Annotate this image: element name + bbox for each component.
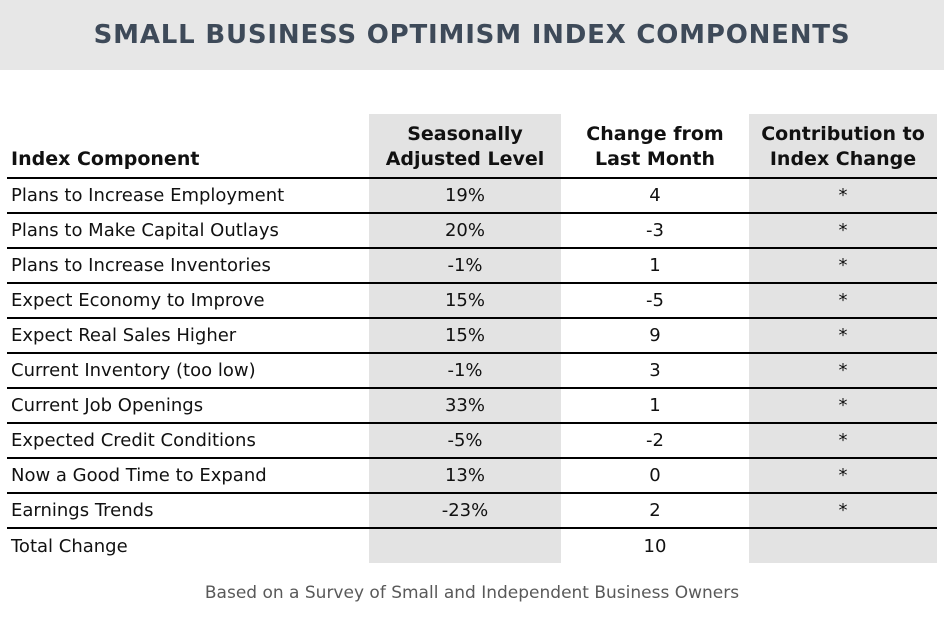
level-cell: -5%	[369, 423, 561, 460]
header-index-component: Index Component	[7, 114, 369, 180]
component-cell: Now a Good Time to Expand	[7, 458, 369, 495]
change-cell: 4	[561, 178, 749, 215]
component-cell: Plans to Increase Inventories	[7, 248, 369, 285]
contribution-cell: *	[749, 423, 937, 460]
header-contribution-to-index-change: Contribution to Index Change	[749, 114, 937, 180]
table-row: Expected Credit Conditions -5% -2 *	[7, 423, 937, 460]
components-table: Index Component Seasonally Adjusted Leve…	[7, 114, 937, 564]
change-cell: -5	[561, 283, 749, 320]
table-row: Current Job Openings 33% 1 *	[7, 388, 937, 425]
contribution-cell: *	[749, 318, 937, 355]
contribution-cell: *	[749, 248, 937, 285]
level-cell: -1%	[369, 353, 561, 390]
change-cell: 2	[561, 493, 749, 530]
component-cell: Current Inventory (too low)	[7, 353, 369, 390]
change-cell: 3	[561, 353, 749, 390]
component-cell: Expected Credit Conditions	[7, 423, 369, 460]
change-cell: -3	[561, 213, 749, 250]
component-cell: Plans to Increase Employment	[7, 178, 369, 215]
table-row: Plans to Increase Inventories -1% 1 *	[7, 248, 937, 285]
change-cell: 9	[561, 318, 749, 355]
page-title: SMALL BUSINESS OPTIMISM INDEX COMPONENTS	[93, 20, 851, 50]
level-cell: -23%	[369, 493, 561, 530]
table-row: Expect Real Sales Higher 15% 9 *	[7, 318, 937, 355]
contribution-cell: *	[749, 353, 937, 390]
table-row: Plans to Make Capital Outlays 20% -3 *	[7, 213, 937, 250]
header-change-from-last-month: Change from Last Month	[561, 114, 749, 180]
contribution-cell: *	[749, 458, 937, 495]
component-cell: Current Job Openings	[7, 388, 369, 425]
table-row: Plans to Increase Employment 19% 4 *	[7, 178, 937, 215]
change-cell: 0	[561, 458, 749, 495]
header-seasonally-adjusted-level: Seasonally Adjusted Level	[369, 114, 561, 180]
change-cell: 1	[561, 248, 749, 285]
total-row: Total Change 10	[7, 528, 937, 564]
level-cell: 15%	[369, 283, 561, 320]
level-cell: 19%	[369, 178, 561, 215]
level-cell: 33%	[369, 388, 561, 425]
level-cell: 15%	[369, 318, 561, 355]
table-body: Plans to Increase Employment 19% 4 * Plans t…	[7, 178, 937, 564]
component-cell: Plans to Make Capital Outlays	[7, 213, 369, 250]
level-cell	[369, 528, 561, 564]
component-cell: Expect Real Sales Higher	[7, 318, 369, 355]
footer: Based on a Survey of Small and Independe…	[0, 583, 944, 603]
source-note: Based on a Survey of Small and Independe…	[204, 583, 740, 604]
table-row: Expect Economy to Improve 15% -5 *	[7, 283, 937, 320]
component-cell: Earnings Trends	[7, 493, 369, 530]
header-row: Index Component Seasonally Adjusted Leve…	[7, 114, 937, 180]
title-bar: SMALL BUSINESS OPTIMISM INDEX COMPONENTS	[0, 0, 944, 70]
component-cell: Total Change	[11, 535, 128, 557]
table-area: Index Component Seasonally Adjusted Leve…	[0, 70, 944, 564]
contribution-cell	[749, 528, 937, 564]
level-cell: 13%	[369, 458, 561, 495]
contribution-cell: *	[749, 493, 937, 530]
contribution-cell: *	[749, 388, 937, 425]
contribution-cell: *	[749, 283, 937, 320]
change-cell: -2	[561, 423, 749, 460]
table-row: Earnings Trends -23% 2 *	[7, 493, 937, 530]
table-row: Now a Good Time to Expand 13% 0 *	[7, 458, 937, 495]
contribution-cell: *	[749, 213, 937, 250]
change-cell: 10	[643, 535, 667, 557]
contribution-cell: *	[749, 178, 937, 215]
change-cell: 1	[561, 388, 749, 425]
table-row: Current Inventory (too low) -1% 3 *	[7, 353, 937, 390]
component-cell: Expect Economy to Improve	[7, 283, 369, 320]
level-cell: -1%	[369, 248, 561, 285]
level-cell: 20%	[369, 213, 561, 250]
